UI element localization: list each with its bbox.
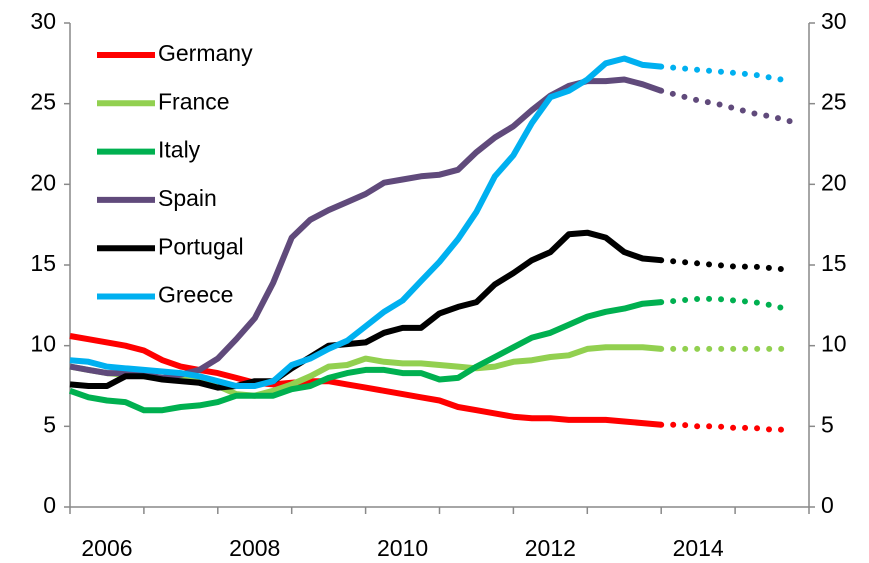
series-line: [69, 55, 662, 389]
forecast-line: [658, 63, 794, 85]
x-tick-label: 2012: [525, 535, 576, 561]
legend-label: Portugal: [158, 233, 244, 259]
y2-tick-label: 20: [821, 169, 847, 195]
series-line: [69, 333, 662, 428]
x-tick-label: 2010: [377, 535, 428, 561]
y-tick-label: 30: [30, 8, 56, 34]
y-tick-label: 10: [30, 331, 56, 357]
series-line: [69, 76, 663, 381]
legend-label: France: [158, 88, 230, 114]
legend-label: Greece: [158, 282, 233, 308]
forecast-line: [658, 295, 794, 314]
forecast-line: [658, 257, 794, 273]
x-tick-label: 2008: [229, 535, 280, 561]
legend-label: Spain: [158, 185, 217, 211]
y2-tick-label: 0: [821, 492, 834, 518]
y2-tick-label: 10: [821, 331, 847, 357]
x-tick-label: 2006: [81, 535, 132, 561]
y-tick-label: 5: [43, 411, 56, 437]
y-tick-label: 0: [43, 492, 56, 518]
y2-tick-label: 25: [821, 89, 847, 115]
y2-tick-label: 15: [821, 250, 847, 276]
y2-tick-label: 30: [821, 8, 847, 34]
x-tick-label: 2014: [673, 535, 724, 561]
forecast-line: [658, 87, 794, 125]
forecast-line: [658, 421, 794, 433]
legend-label: Italy: [158, 137, 201, 163]
y-tick-label: 15: [30, 250, 56, 276]
y-tick-label: 25: [30, 89, 56, 115]
y2-tick-label: 5: [821, 411, 834, 437]
series-line: [69, 299, 662, 414]
y-tick-label: 20: [30, 169, 56, 195]
legend-label: Germany: [158, 40, 253, 66]
series-line: [69, 229, 662, 391]
